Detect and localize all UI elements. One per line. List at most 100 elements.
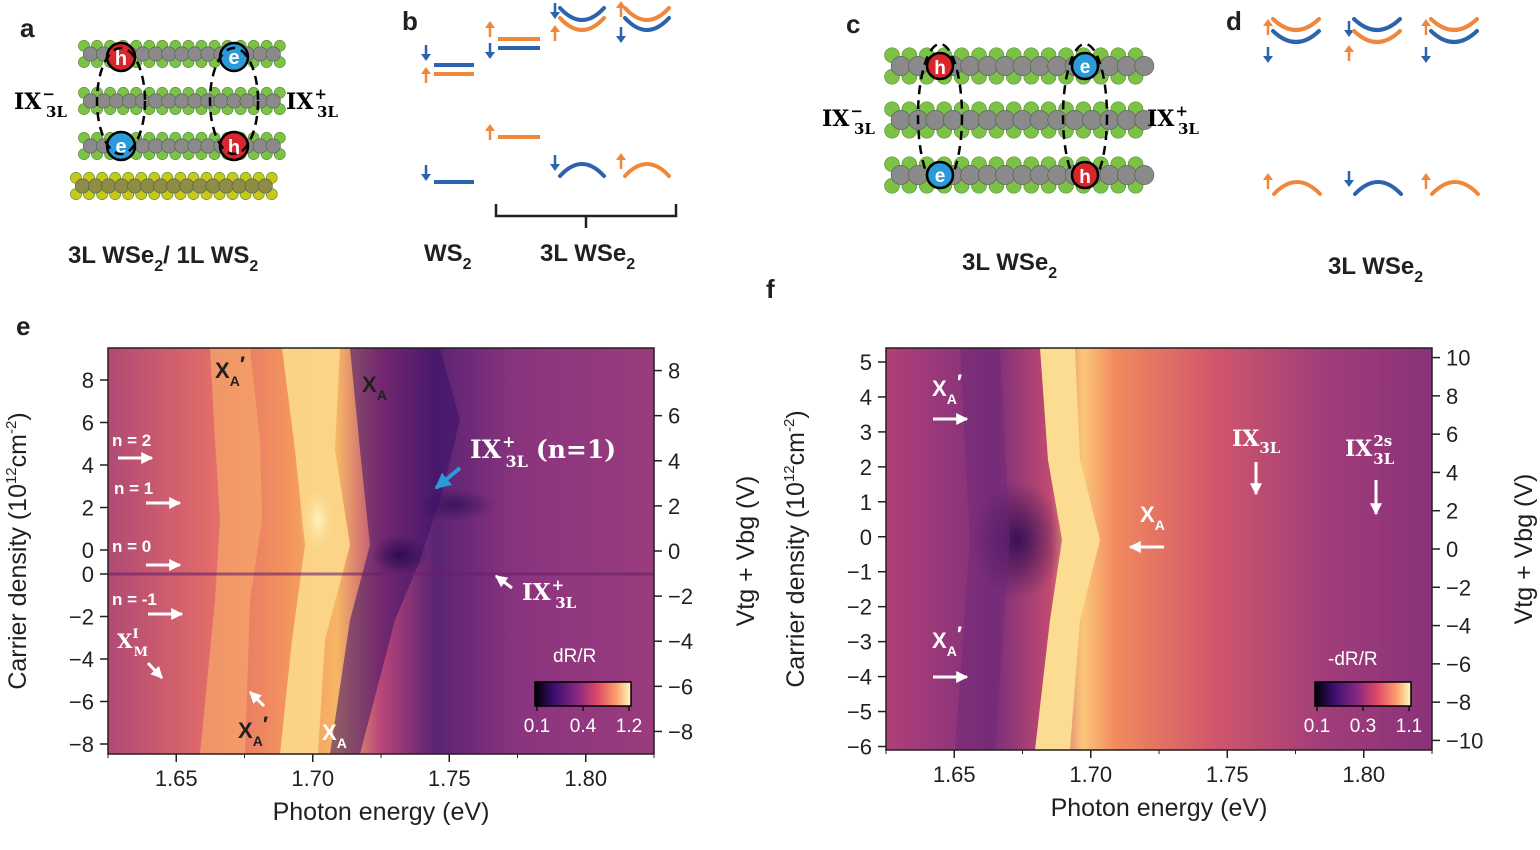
- panel-label-b: b: [402, 6, 418, 36]
- xa-prime-top-label: XA′: [932, 370, 962, 407]
- wse2-metal-atom: [200, 93, 216, 109]
- electron-marker: e: [925, 160, 955, 190]
- wse2-metal-atom: [1117, 56, 1137, 76]
- electron-marker: e: [1070, 51, 1100, 81]
- ws2-metal-atom: [114, 178, 130, 194]
- wse2-metal-atom: [1117, 165, 1137, 185]
- wse2-metal-atom: [122, 93, 138, 109]
- wse2-metal-atom: [161, 93, 177, 109]
- y2-tick-label: −6: [668, 674, 693, 699]
- y-axis-title: Carrier density (1012cm-2): [3, 412, 32, 689]
- colorbar-e-label: dR/R: [553, 646, 596, 667]
- spin-up-arrowhead: [485, 21, 495, 28]
- ws2-metal-atom: [88, 178, 104, 194]
- wse2-metal-atom: [148, 138, 164, 154]
- y-axis-title-part: ): [782, 410, 810, 418]
- y2-tick-label: −8: [1446, 690, 1471, 715]
- wse2-metal-atom: [109, 93, 125, 109]
- wse2-metal-atom: [187, 138, 203, 154]
- y2-axis-title: Vtg + Vbg (V): [732, 476, 760, 627]
- dark-spot: [415, 489, 495, 521]
- wse2-metal-atom: [83, 93, 99, 109]
- panel-label-a: a: [20, 13, 35, 43]
- colorbar-f-ticks: 0.1 0.3 1.1: [1304, 706, 1422, 737]
- spin-down-arrowhead: [485, 52, 495, 59]
- wse2-metal-atom: [148, 93, 164, 109]
- ix-plus-label: IX+ 3L: [286, 85, 338, 121]
- spin-up-arrowhead: [485, 124, 495, 131]
- x-tick-label: 1.65: [155, 766, 198, 791]
- colorbar-e-ticks: 0.1 0.4 1.2: [524, 706, 642, 737]
- ws2-metal-atom: [179, 178, 195, 194]
- y-axis-title-part: 12: [781, 465, 798, 482]
- panel-label-c: c: [846, 9, 860, 39]
- wse2-metal-atom: [187, 93, 203, 109]
- wse2-metal-atom: [1047, 56, 1068, 76]
- wse2-metal-atom: [995, 165, 1016, 185]
- wse2-metal-atom: [174, 138, 190, 154]
- spin-up-arrowhead: [616, 153, 626, 160]
- wse2-metal-atom: [925, 110, 946, 130]
- ws2-metal-atom: [140, 178, 156, 194]
- wse2-metal-atom: [1012, 165, 1033, 185]
- spin-down-arrowhead: [1344, 30, 1354, 37]
- y2-tick-label: 4: [668, 449, 680, 474]
- wse2-metal-atom: [252, 138, 268, 154]
- ws2-metal-atom: [231, 178, 247, 194]
- y2-tick-label: 0: [1446, 537, 1458, 562]
- wse2-metal-atom: [96, 93, 112, 109]
- y2-tick-label: −10: [1446, 728, 1483, 753]
- conduction-band: [1429, 29, 1479, 44]
- wse2-metal-atom: [960, 110, 981, 130]
- y-tick-label: 0: [860, 525, 872, 550]
- y-tick-label: −6: [69, 690, 94, 715]
- svg-text:e: e: [115, 136, 126, 158]
- conduction-band: [1271, 29, 1321, 44]
- n1-label: n = 1: [114, 479, 153, 498]
- wse2-metal-atom: [174, 93, 190, 109]
- svg-text:h: h: [1079, 167, 1091, 188]
- colorbar-tick-label: 1.2: [616, 716, 642, 737]
- ws2-metal-atom: [75, 178, 91, 194]
- spin-up-arrowhead: [1421, 19, 1431, 26]
- hole-marker: h: [218, 130, 250, 162]
- wse2-metal-atom: [1030, 165, 1050, 185]
- svg-text:h: h: [228, 137, 240, 159]
- x-tick-label: 1.75: [428, 766, 471, 791]
- y-tick-label: 6: [82, 411, 94, 436]
- y-axis-title-part: -2: [3, 421, 20, 434]
- panel-label-d: d: [1226, 6, 1242, 36]
- y-tick-label: 1: [860, 490, 872, 515]
- lattice-3l-wse2: [884, 47, 1155, 194]
- y2-tick-label: 6: [668, 404, 680, 429]
- conduction-band: [558, 6, 606, 22]
- bright-spot: [298, 480, 338, 560]
- ix-2s-label: IX2s 3L: [1345, 432, 1395, 468]
- ix-plus-bottom-label: IX+ 3L: [522, 576, 577, 612]
- svg-text:e: e: [228, 47, 239, 69]
- wse2-metal-atom: [200, 138, 216, 154]
- y-tick-label: 2: [82, 496, 94, 521]
- wse2-metal-atom: [1099, 110, 1120, 130]
- heatmap-e: [108, 348, 654, 754]
- conduction-band: [1352, 29, 1402, 44]
- n2-label: n = 2: [112, 431, 151, 450]
- ws2-metal-atom: [127, 178, 143, 194]
- svg-text:e: e: [935, 166, 946, 187]
- spin-up-arrowhead: [1263, 173, 1273, 180]
- conduction-band: [558, 16, 606, 32]
- ws2-metal-atom: [153, 178, 169, 194]
- y-tick-label: −3: [847, 630, 872, 655]
- y-tick-label: −2: [847, 595, 872, 620]
- conduction-band: [1352, 17, 1402, 32]
- caption-a: 3L WSe2/ 1L WS2: [68, 242, 258, 275]
- wse2-metal-atom: [1030, 56, 1050, 76]
- ix-minus-label: IX− 3L: [14, 85, 67, 121]
- colorbar-f: [1314, 681, 1412, 707]
- y-axis-title-part: cm: [782, 432, 810, 465]
- xa-bottom-label: XA: [322, 720, 347, 751]
- ix-label: IX3L: [1232, 426, 1281, 457]
- x-axis-title: Photon energy (eV): [1051, 794, 1268, 822]
- wse2-metal-atom: [265, 138, 281, 154]
